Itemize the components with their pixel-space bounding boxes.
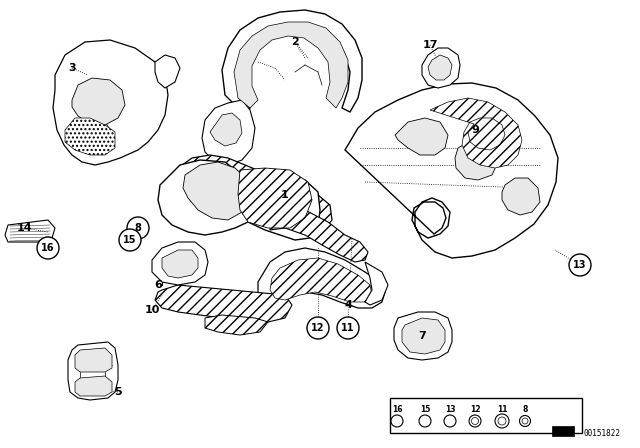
Polygon shape: [72, 78, 125, 125]
Polygon shape: [502, 178, 540, 215]
Polygon shape: [152, 242, 208, 285]
Text: 4: 4: [344, 300, 352, 310]
Circle shape: [444, 415, 456, 427]
Polygon shape: [178, 155, 332, 228]
Text: 5: 5: [114, 387, 122, 397]
Bar: [390, 398, 582, 433]
Text: 16: 16: [392, 405, 403, 414]
Text: 00151822: 00151822: [583, 429, 620, 438]
Polygon shape: [5, 220, 55, 242]
Polygon shape: [430, 98, 522, 168]
Circle shape: [569, 254, 591, 276]
Text: 7: 7: [418, 331, 426, 341]
Polygon shape: [234, 22, 348, 108]
Circle shape: [472, 418, 479, 425]
Text: 8: 8: [134, 223, 141, 233]
Polygon shape: [162, 250, 198, 278]
Polygon shape: [428, 55, 452, 80]
Circle shape: [522, 418, 528, 424]
Circle shape: [119, 229, 141, 251]
Polygon shape: [402, 318, 445, 354]
Polygon shape: [395, 118, 448, 155]
Polygon shape: [270, 258, 372, 302]
Text: 13: 13: [445, 405, 455, 414]
Text: 12: 12: [311, 323, 324, 333]
Text: 2: 2: [291, 37, 299, 47]
Polygon shape: [75, 348, 112, 372]
Text: 14: 14: [17, 223, 33, 233]
Text: 6: 6: [154, 280, 162, 290]
Polygon shape: [422, 48, 460, 88]
Polygon shape: [53, 40, 168, 165]
Polygon shape: [65, 118, 115, 155]
Text: 1: 1: [281, 190, 289, 200]
Text: 15: 15: [420, 405, 430, 414]
Text: 11: 11: [497, 405, 508, 414]
Polygon shape: [183, 162, 250, 220]
Text: 13: 13: [573, 260, 587, 270]
Polygon shape: [394, 312, 452, 360]
Polygon shape: [75, 376, 112, 396]
Text: 10: 10: [144, 305, 160, 315]
Polygon shape: [158, 160, 320, 240]
Circle shape: [127, 217, 149, 239]
Text: 3: 3: [68, 63, 76, 73]
Polygon shape: [345, 83, 558, 258]
Text: 12: 12: [470, 405, 480, 414]
Text: 8: 8: [522, 405, 528, 414]
Polygon shape: [155, 285, 292, 322]
Polygon shape: [205, 315, 268, 335]
Polygon shape: [222, 10, 362, 112]
Circle shape: [307, 317, 329, 339]
Text: 11: 11: [341, 323, 355, 333]
Polygon shape: [210, 113, 242, 146]
Text: 17: 17: [422, 40, 438, 50]
Polygon shape: [202, 100, 255, 165]
Circle shape: [391, 415, 403, 427]
Circle shape: [498, 417, 506, 425]
Polygon shape: [238, 168, 312, 228]
Polygon shape: [455, 140, 498, 180]
Text: 15: 15: [124, 235, 137, 245]
Text: 16: 16: [41, 243, 55, 253]
Circle shape: [37, 237, 59, 259]
Polygon shape: [365, 262, 388, 305]
Polygon shape: [552, 426, 574, 436]
Polygon shape: [155, 55, 180, 88]
Text: 9: 9: [471, 125, 479, 135]
Circle shape: [469, 415, 481, 427]
Polygon shape: [270, 210, 368, 262]
Circle shape: [495, 414, 509, 428]
Circle shape: [520, 415, 531, 426]
Circle shape: [419, 415, 431, 427]
Polygon shape: [68, 342, 118, 400]
Circle shape: [337, 317, 359, 339]
Polygon shape: [258, 248, 385, 308]
